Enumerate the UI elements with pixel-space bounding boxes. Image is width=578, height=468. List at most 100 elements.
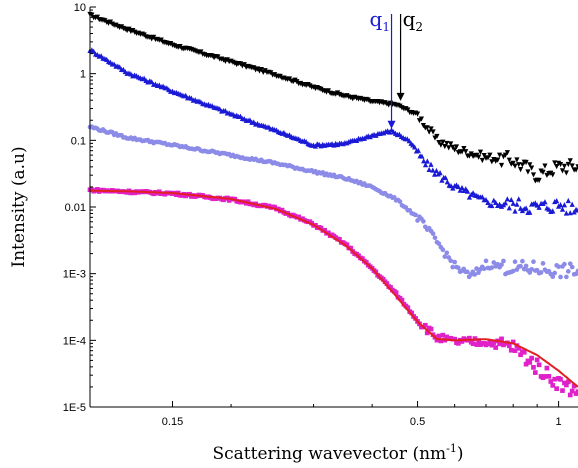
fit-line — [90, 189, 578, 388]
data-point — [514, 201, 520, 207]
data-point — [448, 258, 454, 264]
data-point — [512, 348, 518, 354]
data-point — [510, 268, 516, 274]
data-point — [552, 160, 558, 166]
data-point — [493, 199, 499, 206]
data-point — [479, 194, 485, 200]
annotation-label: q2 — [403, 7, 423, 34]
data-point — [481, 152, 487, 159]
data-point — [467, 335, 472, 341]
data-point — [552, 376, 558, 382]
data-point — [546, 374, 552, 379]
y-tick-label: 0.01 — [65, 202, 86, 214]
data-point — [558, 274, 563, 280]
x-tick-label: 0.15 — [162, 416, 183, 428]
data-point — [569, 201, 575, 207]
data-point — [552, 270, 558, 276]
data-point — [426, 166, 432, 173]
data-point — [569, 388, 575, 394]
data-point — [452, 336, 457, 342]
data-point — [571, 383, 577, 389]
data-point — [463, 149, 469, 155]
data-point — [562, 261, 567, 267]
data-point — [440, 332, 446, 338]
data-point — [424, 330, 430, 336]
data-point — [393, 290, 399, 296]
data-point — [527, 360, 533, 365]
data-point — [569, 264, 575, 270]
data-point — [452, 259, 457, 265]
data-point — [337, 236, 342, 242]
series-3 — [87, 124, 578, 280]
y-tick-label: 1E-3 — [63, 269, 86, 281]
annotation-subscript: 1 — [382, 20, 390, 34]
data-point — [518, 263, 523, 269]
data-point — [430, 167, 436, 173]
data-point — [419, 153, 425, 159]
x-tick-label: 0.5 — [410, 416, 425, 428]
data-point — [418, 116, 425, 122]
data-point — [485, 199, 491, 205]
data-point — [409, 310, 415, 316]
data-point — [567, 392, 573, 398]
data-point — [557, 161, 564, 168]
data-point — [506, 205, 512, 211]
data-point — [558, 377, 563, 382]
data-point — [532, 370, 538, 375]
data-point — [430, 231, 436, 236]
data-point — [536, 362, 542, 368]
data-point — [438, 338, 444, 344]
data-point — [428, 161, 434, 167]
data-point — [564, 274, 569, 280]
data-point — [529, 266, 534, 272]
data-point — [444, 179, 450, 185]
data-point — [569, 163, 575, 169]
data-point — [560, 388, 565, 393]
data-point — [444, 140, 450, 147]
data-point — [464, 188, 471, 194]
data-point — [510, 160, 516, 167]
data-point — [440, 247, 446, 253]
data-point — [531, 259, 536, 265]
data-point — [489, 342, 495, 348]
data-point — [554, 198, 560, 204]
data-point — [518, 352, 523, 358]
data-point — [459, 339, 465, 344]
data-point — [326, 230, 331, 236]
y-axis-label: Intensity (a.u) — [9, 146, 29, 267]
data-point — [422, 162, 429, 168]
data-point — [525, 169, 531, 175]
data-point — [470, 341, 476, 347]
data-point — [530, 172, 537, 178]
y-tick-label: 10 — [74, 2, 86, 14]
data-point — [448, 141, 454, 147]
data-point — [550, 208, 556, 214]
data-point — [479, 157, 485, 164]
data-point — [432, 171, 438, 177]
data-point — [474, 266, 479, 271]
data-point — [487, 152, 493, 158]
data-point — [521, 349, 527, 355]
data-point — [508, 196, 514, 203]
data-point — [504, 150, 510, 156]
data-point — [506, 157, 512, 163]
data-point — [461, 145, 467, 152]
y-tick-label: 1E-5 — [63, 402, 86, 414]
data-point — [487, 339, 493, 344]
data-point — [512, 259, 518, 265]
data-point — [446, 145, 452, 151]
data-point — [415, 147, 421, 153]
data-point — [453, 144, 460, 150]
data-point — [450, 264, 456, 270]
data-point — [344, 242, 350, 248]
data-point — [550, 274, 556, 280]
data-point — [538, 270, 544, 275]
annotation-q1: q1 — [370, 7, 396, 129]
data-point — [501, 258, 506, 264]
data-point — [434, 133, 440, 140]
data-point — [413, 212, 418, 218]
annotation-subscript: 2 — [415, 20, 423, 34]
data-point — [426, 129, 432, 135]
data-point — [436, 241, 442, 246]
